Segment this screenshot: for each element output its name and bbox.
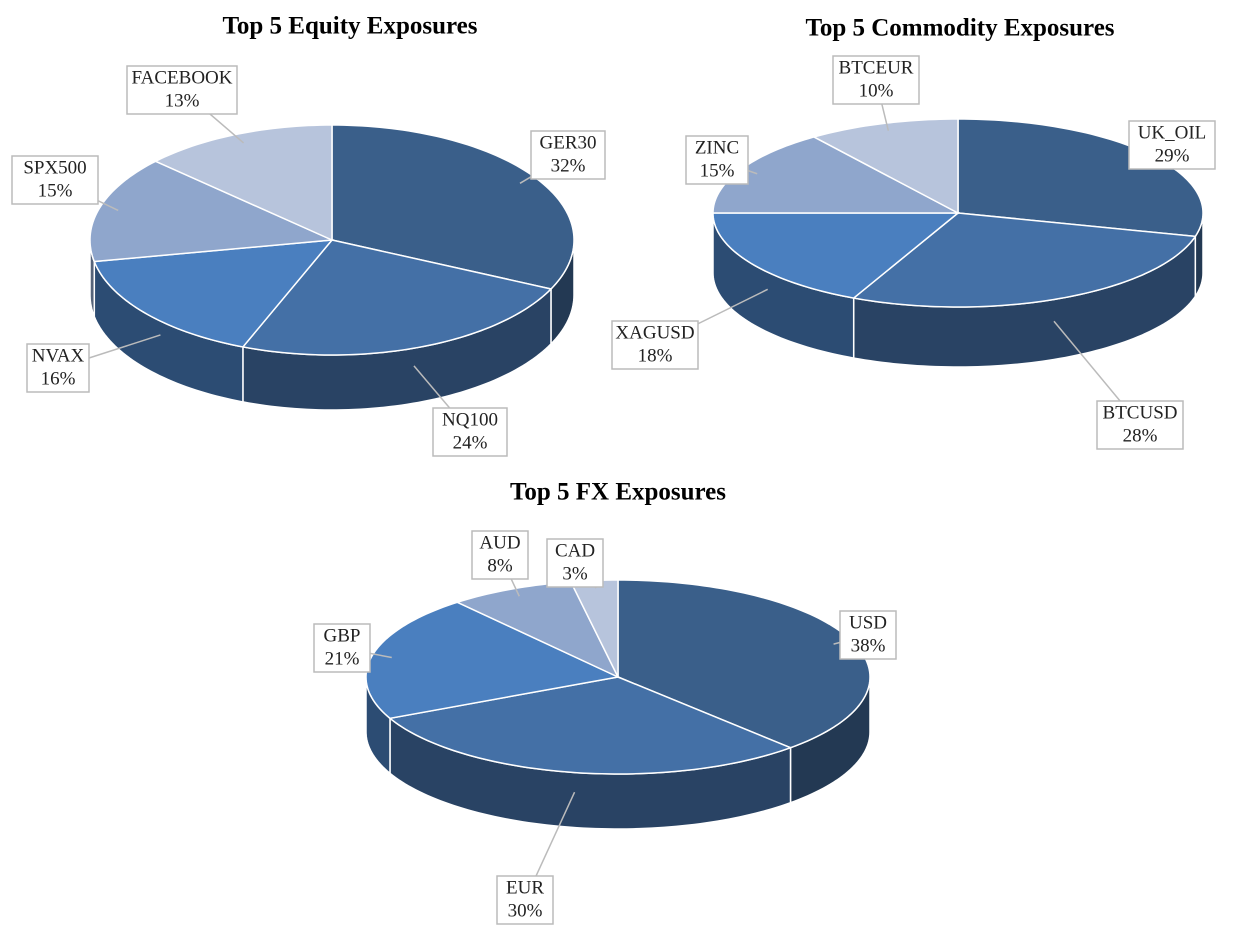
pie-slice bbox=[851, 212, 1197, 308]
label-box bbox=[530, 130, 606, 180]
category-label: GER30 bbox=[540, 132, 597, 153]
category-label: BTCUSD bbox=[1103, 402, 1178, 423]
label-box bbox=[471, 530, 529, 580]
category-label: ZINC bbox=[695, 137, 739, 158]
label-box bbox=[839, 610, 897, 660]
value-label: 24% bbox=[453, 432, 488, 453]
label-box bbox=[611, 320, 699, 370]
label-box bbox=[496, 875, 554, 925]
label-box bbox=[832, 55, 920, 105]
category-label: AUD bbox=[479, 532, 520, 553]
category-label: FACEBOOK bbox=[132, 67, 233, 88]
label-box bbox=[1128, 120, 1216, 170]
label-box bbox=[432, 407, 508, 457]
value-label: 15% bbox=[38, 180, 73, 201]
pie-slice bbox=[241, 239, 553, 356]
value-label: 32% bbox=[551, 155, 586, 176]
pie-slice bbox=[153, 124, 333, 242]
category-label: XAGUSD bbox=[615, 322, 694, 343]
category-label: CAD bbox=[555, 540, 595, 561]
label-box bbox=[126, 65, 238, 115]
label-box bbox=[11, 155, 99, 205]
value-label: 29% bbox=[1155, 145, 1190, 166]
category-label: USD bbox=[849, 612, 887, 633]
value-label: 18% bbox=[638, 345, 673, 366]
label-box bbox=[685, 135, 749, 185]
value-label: 15% bbox=[700, 160, 735, 181]
category-label: NVAX bbox=[32, 345, 85, 366]
pie-slice bbox=[811, 118, 959, 215]
label-box bbox=[1096, 400, 1184, 450]
label-box bbox=[313, 623, 371, 673]
pie-sides bbox=[712, 212, 1204, 368]
pie-slice bbox=[89, 160, 335, 263]
pie-top bbox=[712, 118, 1204, 308]
value-label: 21% bbox=[325, 648, 360, 669]
category-label: NQ100 bbox=[442, 409, 498, 430]
category-label: BTCEUR bbox=[839, 57, 914, 78]
pie-top bbox=[365, 579, 871, 775]
pie-slice bbox=[712, 212, 961, 299]
pie-slice bbox=[365, 601, 621, 720]
value-label: 8% bbox=[487, 555, 513, 576]
chart-title: Top 5 FX Exposures bbox=[510, 479, 726, 506]
value-label: 3% bbox=[562, 563, 588, 584]
chart-title: Top 5 Commodity Exposures bbox=[805, 15, 1114, 42]
pie-top bbox=[89, 124, 575, 356]
value-label: 30% bbox=[508, 900, 543, 921]
chart-title: Top 5 Equity Exposures bbox=[223, 13, 478, 40]
value-label: 10% bbox=[859, 80, 894, 101]
label-box bbox=[26, 343, 90, 393]
value-label: 28% bbox=[1123, 425, 1158, 446]
value-label: 38% bbox=[851, 635, 886, 656]
category-label: UK_OIL bbox=[1138, 122, 1207, 143]
label-box bbox=[546, 538, 604, 588]
pie-slice bbox=[93, 239, 334, 348]
pie-slice bbox=[388, 676, 793, 775]
category-label: SPX500 bbox=[23, 157, 86, 178]
category-label: GBP bbox=[324, 625, 361, 646]
value-label: 16% bbox=[41, 368, 76, 389]
value-label: 13% bbox=[165, 90, 200, 111]
category-label: EUR bbox=[506, 877, 544, 898]
